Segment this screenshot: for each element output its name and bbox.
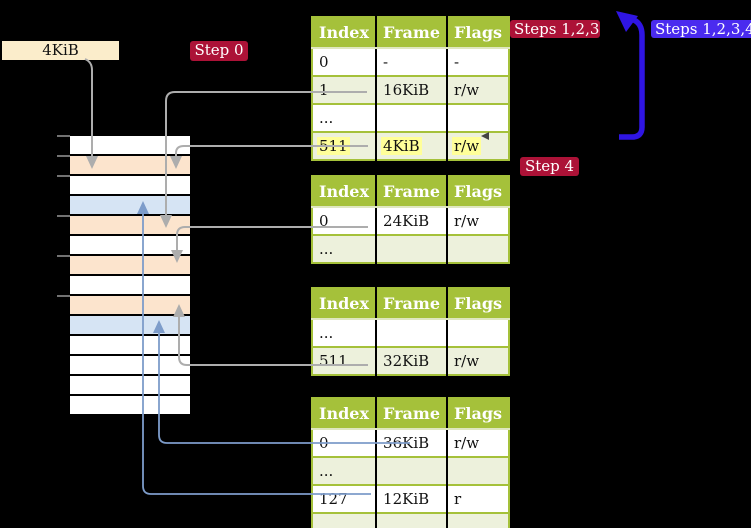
cell-flags: r/w (446, 206, 510, 235)
memory-row-white (70, 136, 190, 154)
cell-frame (375, 103, 448, 132)
table-row: ... (312, 103, 510, 132)
column-header-flags: Flags (446, 176, 510, 208)
column-header-frame: Frame (375, 288, 448, 320)
memory-row-white (70, 376, 190, 394)
cell-index: ... (312, 512, 377, 528)
cell-index: 127 (312, 484, 377, 513)
memory-row-peach (70, 296, 190, 314)
column-header-flags: Flags (446, 17, 510, 49)
cell-frame: 4KiB (375, 131, 448, 160)
step4-badge: Step 4 (520, 157, 579, 176)
table-row: ... (312, 318, 510, 347)
cell-frame (375, 234, 448, 263)
memory-row-white (70, 396, 190, 414)
table-row: 127 12KiB r (312, 484, 510, 513)
memory-row-white (70, 276, 190, 294)
cell-index: 511 (312, 346, 377, 375)
cell-flags (446, 456, 510, 485)
memory-row-white (70, 356, 190, 374)
table-header-row: Index Frame Flags (312, 17, 510, 49)
column-header-index: Index (312, 398, 377, 430)
cell-frame (375, 318, 448, 347)
cell-flags (446, 318, 510, 347)
table-row: ... (312, 456, 510, 485)
cell-flags: r/w (446, 75, 510, 104)
table-row: 511 32KiB r/w (312, 346, 510, 375)
column-header-flags: Flags (446, 288, 510, 320)
cell-index: 1 (312, 75, 377, 104)
cell-frame: 32KiB (375, 346, 448, 375)
table-row: 0 24KiB r/w (312, 206, 510, 235)
memory-row-blue (70, 196, 190, 214)
memory-row-peach (70, 216, 190, 234)
cell-index: 0 (312, 206, 377, 235)
thick-blue-recursion-arrow (619, 17, 645, 140)
cell-frame: - (375, 47, 448, 76)
cell-flags (446, 234, 510, 263)
cell-flags: r/w (446, 346, 510, 375)
cell-frame: 24KiB (375, 206, 448, 235)
cell-frame: 16KiB (375, 75, 448, 104)
cell-flags: r/w (446, 428, 510, 457)
column-header-flags: Flags (446, 398, 510, 430)
table-header-row: Index Frame Flags (312, 176, 510, 208)
cell-flags (446, 512, 510, 528)
steps-123-badge: Steps 1,2,3 (510, 20, 600, 38)
table-row: 1 16KiB r/w (312, 75, 510, 104)
column-header-index: Index (312, 288, 377, 320)
steps-1234-badge: Steps 1,2,3,4 (651, 20, 751, 38)
step0-badge: Step 0 (190, 41, 248, 61)
cell-frame: 12KiB (375, 484, 448, 513)
column-header-frame: Frame (375, 17, 448, 49)
memory-row-blue (70, 316, 190, 334)
cell-frame: 36KiB (375, 428, 448, 457)
page-table-level-3: Index Frame Flags ... 511 32KiB r/w (311, 287, 511, 376)
cell-index: ... (312, 456, 377, 485)
table-row: 0 36KiB r/w (312, 428, 510, 457)
memory-column (70, 136, 190, 416)
page-table-level-2: Index Frame Flags 0 24KiB r/w ... (311, 175, 511, 264)
column-header-index: Index (312, 17, 377, 49)
cell-index: ... (312, 234, 377, 263)
table-header-row: Index Frame Flags (312, 288, 510, 320)
cell-index: 511 (312, 131, 377, 160)
column-header-frame: Frame (375, 398, 448, 430)
cell-flags: r/w (446, 131, 510, 160)
column-header-frame: Frame (375, 176, 448, 208)
cell-index: 0 (312, 428, 377, 457)
memory-row-peach (70, 156, 190, 174)
memory-address-ticks (57, 135, 70, 297)
table-header-row: Index Frame Flags (312, 398, 510, 430)
page-table-level-4: Index Frame Flags 0 36KiB r/w ... 127 (311, 397, 511, 528)
table-row: 0 - - (312, 47, 510, 76)
memory-row-white (70, 336, 190, 354)
memory-row-peach (70, 256, 190, 274)
cell-frame (375, 512, 448, 528)
cell-index: ... (312, 318, 377, 347)
memory-row-white (70, 176, 190, 194)
page-size-label: 4KiB (2, 41, 119, 60)
table-row: ... (312, 512, 510, 528)
cell-frame (375, 456, 448, 485)
cell-index: ... (312, 103, 377, 132)
cell-flags (446, 103, 510, 132)
thick-blue-arrowhead (616, 11, 638, 32)
cell-flags: - (446, 47, 510, 76)
table-row: ... (312, 234, 510, 263)
column-header-index: Index (312, 176, 377, 208)
table-row-highlighted: 511 4KiB r/w (312, 131, 510, 160)
cell-flags: r (446, 484, 510, 513)
page-table-level-1: Index Frame Flags 0 - - 1 16KiB r/w ... (311, 16, 511, 161)
cell-index: 0 (312, 47, 377, 76)
memory-row-white (70, 236, 190, 254)
